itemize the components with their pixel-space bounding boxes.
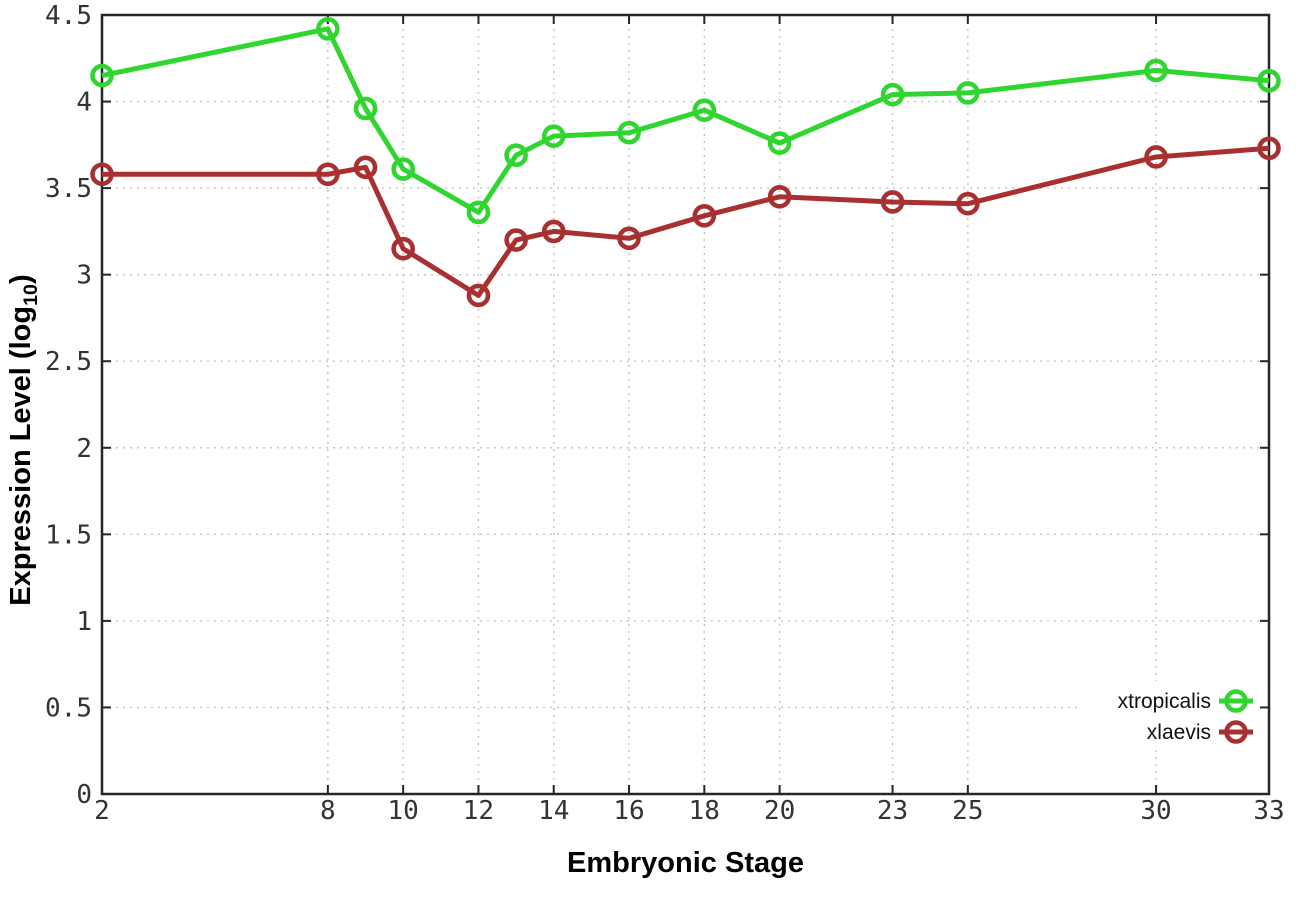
data-point	[767, 184, 792, 209]
data-point	[466, 283, 491, 308]
y-tick-label: 2.5	[45, 347, 92, 377]
data-point	[90, 63, 114, 88]
x-tick-label: 2	[94, 796, 110, 826]
x-tick-label: 20	[764, 796, 795, 826]
data-point	[466, 200, 491, 225]
x-tick-label: 12	[463, 796, 494, 826]
data-point	[692, 204, 717, 228]
y-tick-label: 1	[76, 607, 92, 637]
axis-ticks	[101, 14, 1270, 795]
legend-label: xlaevis	[1147, 721, 1211, 744]
data-point	[504, 143, 528, 168]
data-point	[353, 96, 378, 121]
legend: xtropicalis xlaevis	[1078, 681, 1260, 749]
series-xlaevis	[90, 136, 1281, 308]
data-point	[391, 236, 415, 261]
y-tick-label: 4.5	[45, 1, 92, 31]
y-axis-title: Expression Level (log10)	[4, 130, 42, 750]
x-tick-label: 14	[538, 796, 569, 826]
data-point	[1144, 145, 1168, 169]
y-axis-title-main: Expression Level (log	[5, 305, 37, 606]
legend-item-xlaevis: xlaevis	[1147, 720, 1253, 744]
x-tick-label: 10	[388, 796, 419, 826]
series-line	[101, 26, 1270, 215]
data-point	[880, 82, 905, 107]
x-tick-label: 8	[320, 796, 336, 826]
data-point	[692, 98, 717, 123]
x-axis-title: Embryonic Stage	[567, 847, 804, 879]
data-point	[880, 190, 905, 214]
legend-item-xtropicalis: xtropicalis	[1118, 689, 1253, 713]
plot-border	[100, 13, 1271, 796]
y-axis-title-end: )	[5, 274, 37, 284]
data-point	[956, 81, 980, 105]
legend-label: xtropicalis	[1118, 690, 1211, 713]
data-point	[617, 226, 641, 251]
data-point	[541, 219, 566, 244]
series-xtropicalis	[90, 17, 1281, 225]
x-tick-label: 23	[877, 796, 908, 826]
data-point	[391, 157, 415, 181]
data-point	[353, 155, 378, 180]
legend-marker-icon	[1224, 689, 1248, 713]
legend-marker-icon	[1224, 720, 1248, 744]
data-point	[767, 131, 792, 155]
y-tick-label: 3.5	[45, 174, 92, 204]
data-point	[1257, 68, 1281, 93]
data-point	[956, 191, 980, 216]
y-tick-label: 1.5	[45, 520, 92, 550]
x-tick-label: 33	[1253, 796, 1284, 826]
tick-labels: 2 8 10 12 14 16 18 20 23 25 30 33 0 0.5 1 1.5 2 2.5 3 3.5 4 4…	[45, 1, 1285, 826]
data-point	[1257, 136, 1281, 161]
y-tick-label: 0.5	[45, 693, 92, 723]
data-point	[316, 17, 340, 41]
data-point	[617, 120, 641, 145]
y-axis-title-subscript: 10	[19, 284, 42, 306]
data-point	[541, 124, 566, 148]
data-point	[90, 162, 114, 187]
x-tick-label: 16	[613, 796, 644, 826]
x-tick-label: 18	[689, 796, 720, 826]
data-point	[504, 228, 528, 252]
y-tick-label: 3	[76, 261, 92, 291]
x-tick-label: 30	[1140, 796, 1171, 826]
data-point	[316, 162, 340, 187]
y-tick-label: 2	[76, 434, 92, 464]
data-point	[1144, 58, 1168, 83]
y-tick-label: 4	[76, 88, 92, 118]
series-line	[102, 145, 1270, 298]
gridlines	[101, 14, 1270, 795]
x-tick-label: 25	[952, 796, 983, 826]
y-tick-label: 0	[76, 780, 92, 810]
